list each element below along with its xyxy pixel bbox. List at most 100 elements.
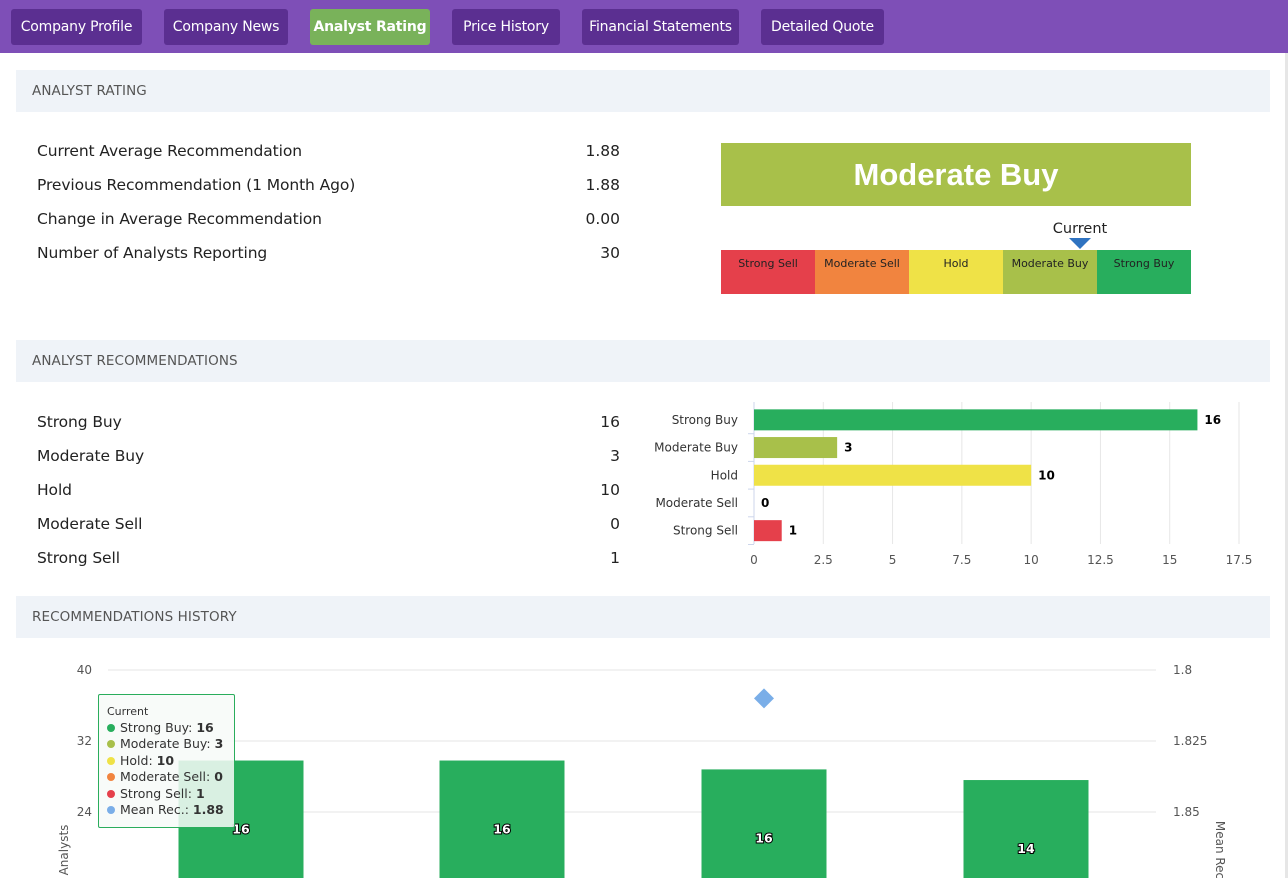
tooltip-row-value: 3	[214, 736, 224, 752]
x-tick-label: 17.5	[1226, 553, 1253, 567]
data-label: 16	[1204, 413, 1221, 427]
scale-moderate-buy: Moderate Buy	[1003, 250, 1097, 294]
data-label: 1	[789, 524, 797, 538]
tooltip-row-value: 10	[156, 752, 175, 768]
page-scrollbar[interactable]	[1285, 53, 1288, 878]
tooltip-row-value: 0	[214, 769, 223, 785]
chart-tooltip: Current Strong Buy: 16 Moderate Buy: 3 Hol…	[98, 694, 235, 828]
tab-price-history[interactable]: Price History	[452, 9, 560, 45]
bar[interactable]	[754, 409, 1198, 431]
bar-value-label: 14	[1017, 841, 1035, 856]
y-axis-title: Analysts	[57, 825, 71, 876]
current-marker-label: Current	[1052, 221, 1108, 237]
tooltip-row: Strong Buy: 16	[107, 720, 234, 736]
scale-moderate-sell: Moderate Sell	[815, 250, 909, 294]
row-label: Change in Average Recommendation	[37, 210, 322, 228]
history-bar[interactable]	[439, 760, 565, 878]
tab-financial-statements[interactable]: Financial Statements	[582, 9, 739, 45]
series-dot-icon	[107, 806, 115, 815]
series-dot-icon	[107, 740, 115, 749]
row-value: 0.00	[585, 210, 620, 228]
history-bar[interactable]	[701, 769, 827, 878]
tab-company-news[interactable]: Company News	[164, 9, 288, 45]
tooltip-row-label: Hold:	[120, 752, 157, 768]
row-label: Moderate Buy	[37, 447, 145, 465]
data-label: 3	[844, 441, 852, 455]
bar-value-label: 16	[232, 822, 250, 837]
series-dot-icon	[107, 789, 115, 798]
tooltip-title: Current	[107, 705, 149, 718]
scale-strong-buy: Strong Buy	[1097, 250, 1191, 294]
tab-detailed-quote[interactable]: Detailed Quote	[761, 9, 884, 45]
analyst-recommendations-header: ANALYST RECOMMENDATIONS	[16, 340, 1270, 382]
section-title: RECOMMENDATIONS HISTORY	[32, 609, 237, 625]
y2-tick-label: 1.8	[1173, 663, 1192, 677]
tooltip-row: Strong Sell: 1	[107, 786, 234, 802]
recommendations-history-header: RECOMMENDATIONS HISTORY	[16, 596, 1270, 638]
row-label: Moderate Sell	[37, 515, 143, 533]
y-tick-label: Moderate Sell	[655, 496, 738, 510]
tooltip-row-label: Moderate Buy:	[120, 736, 215, 752]
bar-value-label: 16	[493, 822, 511, 837]
row-value: 16	[600, 413, 620, 431]
y-tick-label: Hold	[711, 468, 738, 482]
row-label: Hold	[37, 481, 72, 499]
x-tick-label: 15	[1162, 553, 1177, 567]
tooltip-row-value: 1.88	[192, 802, 224, 818]
tab-company-profile[interactable]: Company Profile	[11, 9, 142, 45]
y-tick-label: 40	[77, 663, 92, 677]
row-label: Number of Analysts Reporting	[37, 244, 268, 262]
y-tick-label: Strong Sell	[673, 524, 738, 538]
mean-rec-marker[interactable]	[754, 688, 774, 709]
series-dot-icon	[107, 724, 115, 732]
section-title: ANALYST RECOMMENDATIONS	[32, 353, 238, 369]
tooltip-row-label: Strong Buy:	[120, 720, 197, 735]
row-value: 1	[610, 549, 620, 567]
series-dot-icon	[107, 773, 115, 782]
y2-tick-label: 1.825	[1173, 734, 1207, 748]
x-tick-label: 0	[750, 553, 758, 567]
row-label: Current Average Recommendation	[37, 142, 302, 160]
rating-scale: Strong Sell Moderate Sell Hold Moderate …	[721, 250, 1191, 294]
tab-analyst-rating[interactable]: Analyst Rating	[310, 9, 430, 45]
x-tick-label: 12.5	[1087, 553, 1114, 567]
series-dot-icon	[107, 756, 115, 765]
y-tick-label: 32	[77, 734, 92, 748]
row-value: 3	[610, 447, 620, 465]
analyst-rating-header: ANALYST RATING	[16, 70, 1270, 112]
section-title: ANALYST RATING	[32, 83, 147, 99]
row-value: 10	[600, 481, 620, 499]
y-tick-label: 24	[77, 805, 92, 819]
tooltip-row: Moderate Buy: 3	[107, 736, 234, 752]
data-label: 0	[761, 496, 769, 510]
bar[interactable]	[754, 520, 782, 542]
row-label: Previous Recommendation (1 Month Ago)	[37, 176, 356, 194]
bar-value-label: 16	[755, 830, 773, 845]
recommendations-history-chart: 40 32 24 1.8 1.825 1.85 Analysts Mean Rec 16 16 16…	[57, 663, 1227, 878]
tooltip-row-label: Mean Rec.:	[120, 802, 193, 818]
tooltip-row: Moderate Sell: 0	[107, 769, 234, 785]
scale-hold: Hold	[909, 250, 1003, 294]
history-bar[interactable]	[963, 780, 1089, 878]
rating-banner: Moderate Buy	[721, 143, 1191, 206]
scale-strong-sell: Strong Sell	[721, 250, 815, 294]
data-label: 10	[1038, 468, 1055, 482]
row-label: Strong Buy	[37, 413, 122, 431]
row-value: 30	[600, 244, 620, 262]
tooltip-row-label: Strong Sell:	[120, 785, 196, 801]
tooltip-row: Hold: 10	[107, 753, 234, 769]
bar[interactable]	[754, 437, 838, 459]
row-value: 0	[610, 515, 620, 533]
row-label: Strong Sell	[37, 549, 120, 567]
bar[interactable]	[754, 464, 1032, 486]
row-value: 1.88	[585, 176, 620, 194]
tooltip-row-label: Moderate Sell:	[120, 769, 215, 785]
x-tick-label: 7.5	[952, 553, 971, 567]
x-tick-label: 2.5	[814, 553, 833, 567]
tooltip-row-value: 16	[196, 720, 214, 735]
y2-axis-title: Mean Rec	[1213, 821, 1227, 878]
x-tick-label: 10	[1024, 553, 1039, 567]
current-marker-arrow-icon	[1069, 238, 1091, 249]
y-tick-label: Moderate Buy	[654, 441, 738, 455]
